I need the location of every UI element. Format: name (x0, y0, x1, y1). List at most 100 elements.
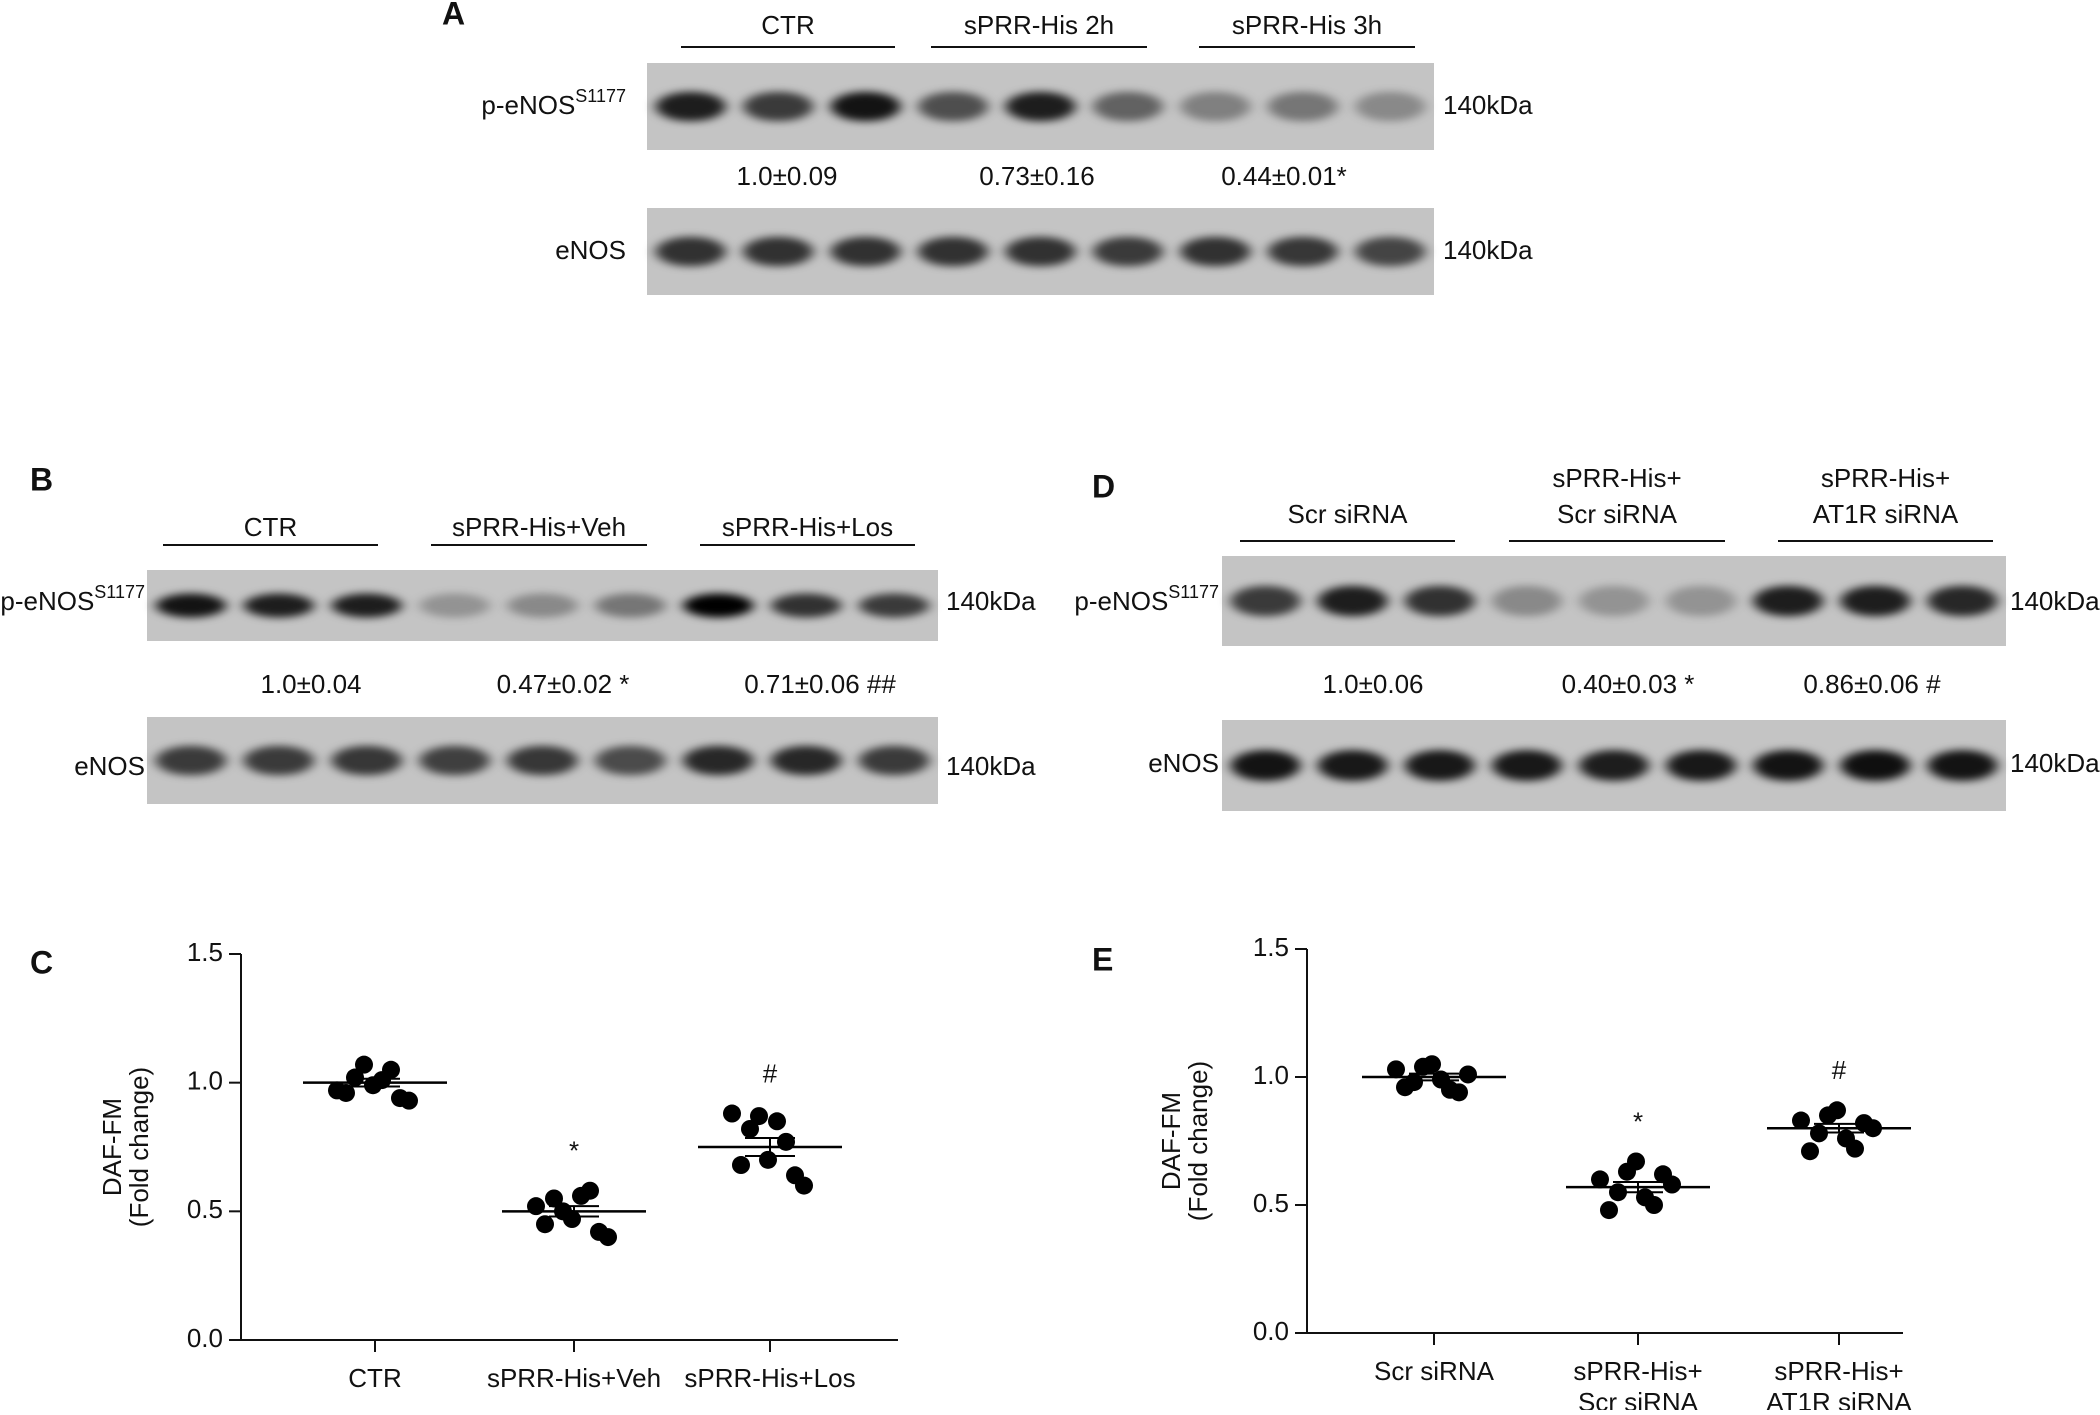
x-tick-label: AT1R siRNA (1766, 1387, 1912, 1410)
band (1317, 585, 1388, 617)
band (1753, 750, 1824, 781)
dot (1414, 1057, 1432, 1076)
row-label-main: p-eNOS (0, 586, 94, 616)
band (771, 593, 842, 618)
quant-label: 1.0±0.09 (736, 161, 837, 191)
band (1092, 236, 1163, 267)
row-label: eNOS (74, 751, 145, 781)
band (743, 236, 814, 267)
dot (741, 1119, 759, 1138)
row-label-main: p-eNOS (1074, 586, 1168, 616)
dot (1792, 1111, 1810, 1130)
band (507, 745, 578, 776)
band (1666, 585, 1736, 617)
band (1927, 585, 1998, 617)
band (1267, 91, 1338, 122)
y-tick-label: 1.5 (187, 937, 223, 967)
band (830, 91, 901, 122)
band (918, 236, 989, 267)
row-label-sup: S1177 (575, 86, 626, 106)
group-label: CTR (244, 512, 297, 542)
row-label: p-eNOSS1177 (481, 86, 626, 120)
group-label: sPRR-His+Los (722, 512, 893, 542)
y-tick-label: 0.0 (1253, 1316, 1289, 1346)
dot (750, 1107, 768, 1126)
dot (1654, 1165, 1672, 1184)
band (743, 91, 814, 122)
band (683, 593, 754, 618)
band (1230, 585, 1301, 617)
annotation: * (1633, 1106, 1643, 1136)
dot (545, 1189, 563, 1208)
dot (759, 1150, 777, 1169)
y-axis-label: DAF-FM (1156, 1092, 1186, 1190)
group-label: CTR (761, 10, 814, 40)
blot-strip (647, 208, 1434, 295)
band (771, 745, 842, 776)
dot (786, 1166, 804, 1185)
quant-label: 1.0±0.06 (1322, 669, 1423, 699)
band (1267, 236, 1338, 267)
error-bar (1814, 1122, 1864, 1134)
quant-label: 0.86±0.06 # (1803, 669, 1941, 699)
band (507, 593, 578, 618)
row-label-sup: S1177 (1168, 582, 1219, 602)
band (595, 593, 666, 618)
dot (391, 1089, 409, 1108)
row-label-sup: S1177 (94, 582, 145, 602)
row-label-main: eNOS (1148, 748, 1219, 778)
dot (1819, 1106, 1837, 1125)
group-label: sPRR-His 3h (1232, 10, 1382, 40)
band (1317, 750, 1388, 781)
group-label: AT1R siRNA (1813, 499, 1959, 529)
kda-label: 140kDa (946, 751, 1036, 781)
dot (373, 1071, 391, 1090)
group-label: sPRR-His+Veh (452, 512, 626, 542)
group-label: sPRR-His+ (1821, 463, 1950, 493)
error-bar (350, 1077, 400, 1088)
band (1492, 585, 1562, 617)
band (830, 236, 901, 267)
band (1092, 91, 1163, 122)
error-bar (1613, 1180, 1663, 1194)
band (1840, 585, 1911, 617)
band (331, 593, 402, 618)
x-tick-label: sPRR-His+Veh (487, 1363, 661, 1393)
y-tick-label: 1.5 (1253, 932, 1289, 962)
band (655, 91, 726, 122)
band (1579, 585, 1649, 617)
y-tick-label: 0.5 (187, 1194, 223, 1224)
band (1927, 750, 1998, 781)
kda-label: 140kDa (1443, 90, 1533, 120)
band (1180, 236, 1251, 267)
panel-label: C (30, 944, 53, 980)
group-label: sPRR-His+ (1552, 463, 1681, 493)
blot-strip (647, 63, 1434, 150)
dot (1450, 1083, 1468, 1102)
panel-label: A (442, 0, 465, 31)
band (1230, 750, 1301, 781)
quant-label: 0.47±0.02 * (497, 669, 630, 699)
band (1840, 750, 1911, 781)
row-label: eNOS (555, 235, 626, 265)
dot (768, 1112, 786, 1131)
row-label-main: eNOS (555, 235, 626, 265)
band (155, 593, 227, 618)
dot (1618, 1162, 1636, 1181)
band (655, 236, 726, 267)
y-tick-label: 1.0 (1253, 1060, 1289, 1090)
panel-label: B (30, 461, 53, 497)
error-bar (549, 1205, 599, 1218)
y-tick-label: 1.0 (187, 1066, 223, 1096)
row-label: eNOS (1148, 748, 1219, 778)
dot (1837, 1129, 1855, 1148)
quant-label: 1.0±0.04 (260, 669, 361, 699)
band (331, 745, 402, 776)
blot-strip (1222, 720, 2006, 811)
error-bar (745, 1136, 795, 1158)
x-tick-label: Scr siRNA (1374, 1356, 1495, 1386)
x-tick-label: Scr siRNA (1578, 1387, 1699, 1410)
row-label-main: p-eNOS (481, 90, 575, 120)
y-axis-label: (Fold change) (124, 1067, 154, 1227)
